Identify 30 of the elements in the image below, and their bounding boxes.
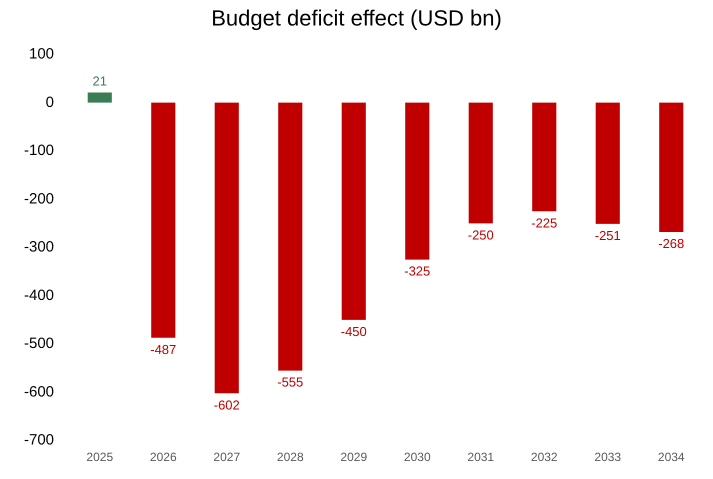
x-tick-label: 2025 (86, 450, 114, 464)
data-label: -268 (658, 236, 684, 252)
data-label: -450 (340, 324, 367, 339)
x-tick-label: 2032 (530, 450, 558, 464)
y-tick-label: -500 (24, 335, 54, 352)
data-label: -487 (150, 342, 176, 357)
x-tick-label: 2031 (467, 450, 494, 464)
chart-title: Budget deficit effect (USD bn) (211, 5, 502, 30)
y-tick-label: 0 (46, 94, 54, 111)
x-tick-label: 2028 (276, 450, 304, 464)
y-tick-label: -300 (24, 238, 54, 256)
x-tick-label: 2026 (150, 450, 177, 464)
x-tick-label: 2029 (340, 450, 368, 464)
data-label: -250 (468, 227, 494, 242)
data-label: -555 (277, 374, 304, 390)
data-label: -602 (214, 397, 240, 412)
y-tick-label: -700 (24, 432, 54, 449)
y-tick-label: -600 (24, 383, 54, 400)
y-tick-label: -100 (24, 142, 54, 160)
data-label: -325 (404, 264, 430, 279)
y-tick-label: -400 (24, 286, 54, 304)
data-label: -225 (531, 215, 558, 230)
x-tick-label: 2027 (213, 450, 240, 464)
data-label: -251 (594, 228, 621, 243)
x-tick-label: 2033 (594, 450, 622, 464)
x-tick-label: 2030 (404, 450, 431, 464)
x-tick-label: 2034 (658, 450, 685, 464)
y-tick-label: -200 (24, 190, 54, 208)
y-tick-label: 100 (28, 46, 54, 63)
data-label: 21 (92, 74, 108, 89)
